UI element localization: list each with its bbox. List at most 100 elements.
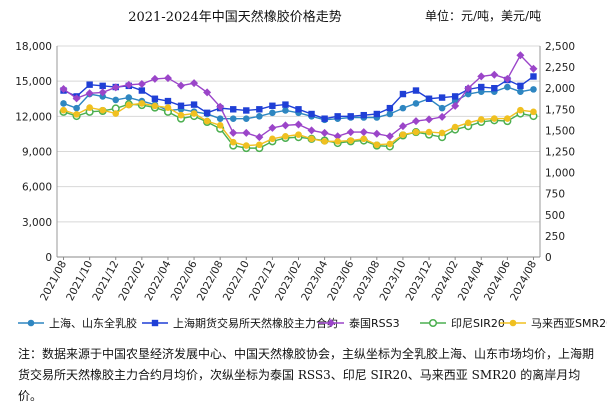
data-point-shandong xyxy=(125,94,133,101)
data-point-shandong xyxy=(438,104,446,112)
data-point-smr20 xyxy=(190,110,198,117)
data-point-smr20 xyxy=(399,131,407,138)
y-right-tick-label: 1,250 xyxy=(545,147,575,159)
data-point-rss3 xyxy=(346,128,355,137)
y-right-tick-label: 1,750 xyxy=(545,104,575,116)
y-right-tick-label: 1,500 xyxy=(545,125,575,137)
legend-label-shfe: 上海期货交易所天然橡胶主力合约 xyxy=(173,316,338,330)
data-point-rss3 xyxy=(124,80,133,89)
data-point-shandong xyxy=(504,83,511,91)
data-point-shandong xyxy=(412,100,420,107)
y-left-tick-label: 18,000 xyxy=(15,41,52,53)
data-point-shfe xyxy=(282,101,289,108)
data-point-rss3 xyxy=(451,101,460,110)
data-point-smr20 xyxy=(282,133,289,140)
data-point-shandong xyxy=(216,115,224,122)
legend-marker-shandong xyxy=(27,319,35,327)
legend-marker-rss3 xyxy=(327,319,335,327)
data-point-rss3 xyxy=(255,133,264,142)
data-point-shandong xyxy=(386,110,394,118)
data-point-smr20 xyxy=(177,111,185,119)
data-point-rss3 xyxy=(111,83,120,92)
y-left-tick-label: 15,000 xyxy=(15,76,52,88)
data-point-shfe xyxy=(530,73,537,80)
chart-note: 注：数据来源于中国农垦经济发展中心、中国天然橡胶协会，主纵坐标为全乳胶上海、山东… xyxy=(18,347,595,403)
data-point-shfe xyxy=(438,94,446,101)
data-point-smr20 xyxy=(99,106,106,114)
legend-label-rss3: 泰国RSS3 xyxy=(349,316,400,330)
data-point-rss3 xyxy=(85,89,94,98)
data-point-smr20 xyxy=(125,101,133,109)
data-point-smr20 xyxy=(242,142,250,149)
y-right-tick-label: 500 xyxy=(545,210,565,222)
data-point-smr20 xyxy=(504,115,511,122)
y-right-tick-label: 250 xyxy=(545,231,565,243)
data-point-smr20 xyxy=(360,135,368,143)
legend-label-shandong: 上海、山东全乳胶 xyxy=(49,316,137,330)
data-point-smr20 xyxy=(530,108,537,116)
data-point-smr20 xyxy=(269,135,276,143)
data-point-smr20 xyxy=(112,110,120,117)
data-point-rss3 xyxy=(411,117,420,126)
data-point-shfe xyxy=(230,106,237,113)
data-point-rss3 xyxy=(398,122,407,131)
data-point-rss3 xyxy=(150,74,159,83)
data-point-smr20 xyxy=(438,129,446,137)
data-point-rss3 xyxy=(490,70,499,79)
data-point-shfe xyxy=(269,102,276,109)
y-right-tick-label: 2,000 xyxy=(545,83,575,95)
data-point-smr20 xyxy=(60,106,67,114)
y-left-tick-label: 12,000 xyxy=(15,111,52,123)
data-point-rss3 xyxy=(529,64,538,73)
y-right-tick-label: 2,500 xyxy=(545,41,575,53)
y-right-tick-label: 750 xyxy=(545,189,565,201)
data-point-shfe xyxy=(399,90,407,98)
data-point-smr20 xyxy=(308,135,315,143)
data-point-smr20 xyxy=(491,115,498,122)
data-point-rss3 xyxy=(216,102,225,111)
data-point-rss3 xyxy=(438,112,447,121)
y-left-tick-label: 3,000 xyxy=(22,217,52,229)
data-point-smr20 xyxy=(73,111,80,118)
data-point-shfe xyxy=(256,106,263,113)
data-point-shfe xyxy=(451,93,459,100)
data-point-rss3 xyxy=(177,81,186,90)
data-point-smr20 xyxy=(517,106,524,114)
data-point-shfe xyxy=(517,82,524,90)
data-point-shfe xyxy=(243,107,250,114)
data-point-rss3 xyxy=(294,120,303,129)
data-point-smr20 xyxy=(334,138,341,145)
y-left-tick-label: 9,000 xyxy=(22,147,52,159)
data-point-rss3 xyxy=(98,88,107,97)
data-point-shandong xyxy=(73,104,80,112)
data-point-shandong xyxy=(530,86,537,93)
legend-marker-sir20 xyxy=(428,318,438,328)
data-point-smr20 xyxy=(229,138,237,146)
x-tick-label: 2024/08 xyxy=(508,259,539,303)
unit-label: 单位：元/吨，美元/吨 xyxy=(425,9,542,23)
data-point-shandong xyxy=(60,100,67,107)
data-point-smr20 xyxy=(216,122,224,129)
data-point-rss3 xyxy=(333,132,342,141)
y-left-tick-label: 6,000 xyxy=(22,182,52,194)
data-point-rss3 xyxy=(516,51,525,60)
y-left-tick-label: 0 xyxy=(45,252,52,264)
data-point-rss3 xyxy=(203,88,212,97)
data-point-rss3 xyxy=(372,129,381,138)
chart-title: 2021-2024年中国天然橡胶价格走势 xyxy=(128,10,342,25)
data-point-shandong xyxy=(282,107,289,114)
data-point-shfe xyxy=(491,85,498,92)
data-point-rss3 xyxy=(385,132,394,141)
data-point-rss3 xyxy=(242,128,251,137)
data-point-rss3 xyxy=(268,123,277,132)
data-point-smr20 xyxy=(451,123,459,131)
data-point-shfe xyxy=(347,113,354,120)
data-point-rss3 xyxy=(163,74,172,83)
data-point-rss3 xyxy=(281,121,290,130)
data-point-shfe xyxy=(203,109,211,117)
legend-marker-shfe xyxy=(151,319,159,327)
data-point-rss3 xyxy=(229,128,238,137)
data-point-shandong xyxy=(229,115,237,122)
data-point-rss3 xyxy=(359,128,368,137)
y-right-tick-label: 2,250 xyxy=(545,62,575,74)
